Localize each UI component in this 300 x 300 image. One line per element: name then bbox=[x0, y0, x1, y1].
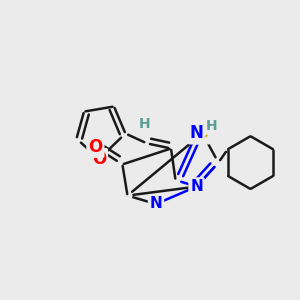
Text: H: H bbox=[139, 118, 150, 131]
Text: S: S bbox=[196, 124, 208, 142]
Text: O: O bbox=[88, 138, 103, 156]
Text: O: O bbox=[92, 150, 106, 168]
Text: N: N bbox=[150, 196, 162, 211]
Text: N: N bbox=[190, 179, 203, 194]
Text: H: H bbox=[206, 119, 217, 133]
Text: N: N bbox=[190, 124, 203, 142]
